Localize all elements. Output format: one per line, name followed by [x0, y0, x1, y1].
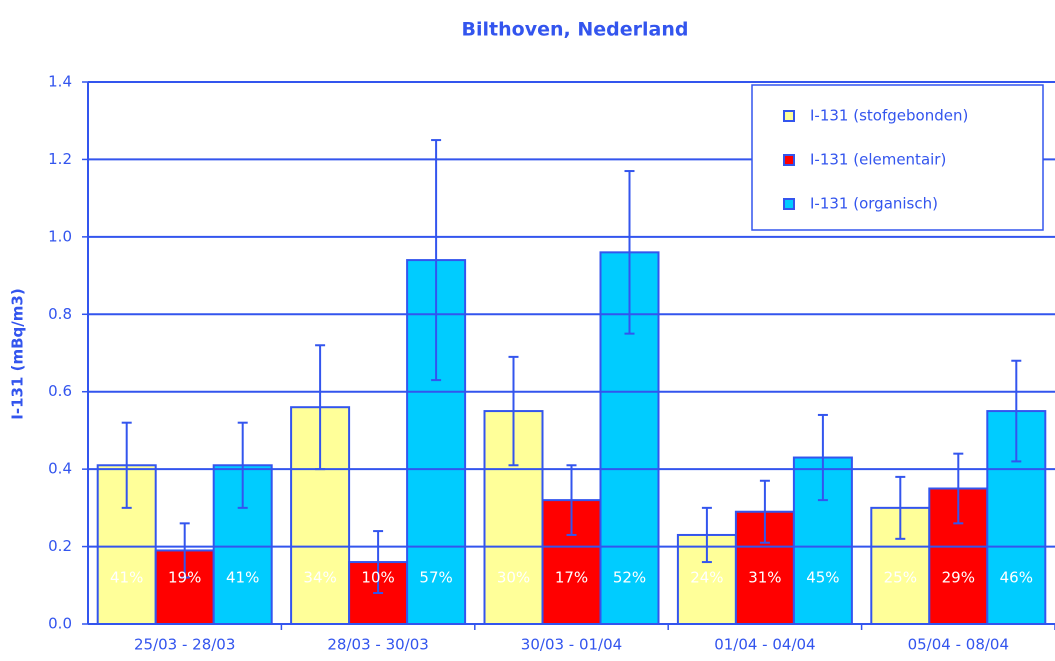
- x-tick-label: 25/03 - 28/03: [134, 636, 235, 654]
- error-bar: [759, 479, 770, 544]
- error-bar: [817, 413, 828, 502]
- y-tick-label: 0.8: [48, 305, 72, 323]
- percent-label: 34%: [303, 569, 336, 587]
- legend-swatch: [783, 198, 795, 210]
- error-bar: [431, 139, 442, 382]
- percent-label: 10%: [361, 569, 394, 587]
- percent-label: 24%: [690, 569, 723, 587]
- percent-label: 45%: [806, 569, 839, 587]
- x-tick-label: 30/03 - 01/04: [521, 636, 622, 654]
- legend-label: I-131 (elementair): [810, 151, 946, 169]
- error-bar: [373, 530, 384, 595]
- percent-label: 52%: [613, 569, 646, 587]
- x-tick-label: 01/04 - 04/04: [714, 636, 815, 654]
- percent-label: 19%: [168, 569, 201, 587]
- error-bar: [701, 506, 712, 564]
- percent-label: 41%: [110, 569, 143, 587]
- x-tick-label: 05/04 - 08/04: [908, 636, 1009, 654]
- legend-swatch: [783, 110, 795, 122]
- y-tick-label: 1.4: [48, 73, 72, 91]
- chart-title: Bilthoven, Nederland: [462, 19, 689, 41]
- legend-swatch: [783, 154, 795, 166]
- error-bar: [179, 522, 190, 579]
- error-bar: [953, 452, 964, 525]
- legend-box: [751, 84, 1044, 231]
- error-bar: [237, 421, 248, 509]
- percent-label: 31%: [748, 569, 781, 587]
- plot-area: 41% 19% 41% 34% 10% 57% 30% 17% 52% 24% 31% 45% 25% 2…: [96, 139, 1047, 626]
- y-tick-label: 0.4: [48, 460, 72, 478]
- percent-label: 29%: [942, 569, 975, 587]
- percent-label: 41%: [226, 569, 259, 587]
- x-tick-label: 28/03 - 30/03: [327, 636, 428, 654]
- error-bar: [121, 421, 132, 509]
- y-tick-label: 0.0: [48, 615, 72, 633]
- percent-label: 46%: [1000, 569, 1033, 587]
- error-bar: [895, 475, 906, 540]
- percent-label: 30%: [497, 569, 530, 587]
- error-bar: [624, 170, 635, 335]
- y-tick-label: 0.2: [48, 537, 72, 555]
- percent-label: 57%: [419, 569, 452, 587]
- legend-label: I-131 (stofgebonden): [810, 107, 968, 125]
- y-tick-label: 1.2: [48, 150, 72, 168]
- y-axis-label: I-131 (mBq/m3): [9, 288, 27, 419]
- legend-label: I-131 (organisch): [810, 195, 938, 213]
- percent-label: 17%: [555, 569, 588, 587]
- error-bar: [566, 464, 577, 536]
- error-bar: [1011, 359, 1022, 463]
- percent-label: 25%: [884, 569, 917, 587]
- y-tick-label: 0.6: [48, 382, 72, 400]
- error-bar: [508, 355, 519, 467]
- y-tick-label: 1.0: [48, 227, 72, 245]
